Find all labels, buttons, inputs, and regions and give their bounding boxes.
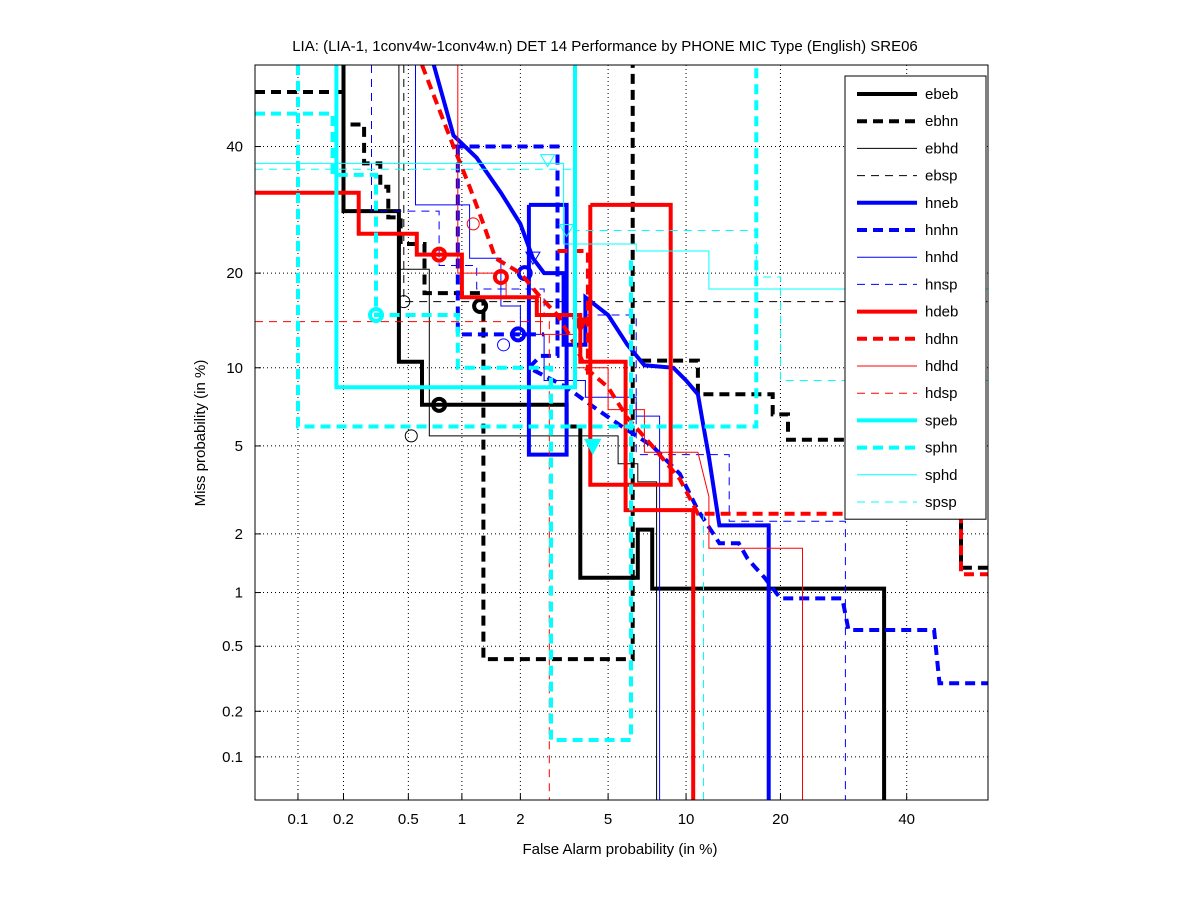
marker-ebsp	[397, 295, 411, 309]
legend-label-ebhd: ebhd	[925, 140, 958, 157]
series-line-hdeb-segment	[588, 202, 673, 487]
y-tick-label: 2	[235, 526, 243, 543]
grid	[255, 65, 988, 800]
x-tick-label: 5	[604, 811, 612, 828]
series-group	[255, 65, 988, 800]
series-line-ebhn	[255, 65, 635, 662]
x-axis-label: False Alarm probability (in %)	[522, 841, 717, 858]
legend-label-hnhn: hnhn	[925, 222, 958, 239]
marker-hdhd	[466, 217, 480, 231]
legend-box	[844, 75, 987, 520]
series-line-hdhn-segment	[557, 249, 590, 381]
series-line-hnhn-segment	[455, 146, 545, 337]
series-line-ebhd	[398, 65, 658, 800]
series-line-hdsp	[255, 321, 550, 800]
legend-label-sphd: sphd	[925, 467, 958, 484]
series-line-ebhn-segment	[641, 358, 988, 570]
legend-label-ebhn: ebhn	[925, 113, 958, 130]
marker-sphn	[368, 307, 385, 324]
legend-label-hdhn: hdhn	[925, 331, 958, 348]
y-tick-label: 0.2	[222, 703, 243, 720]
y-tick-label: 0.5	[222, 638, 243, 655]
legend-label-hdeb: hdeb	[925, 304, 958, 321]
x-tick-label: 20	[772, 811, 789, 828]
marker-hdhn	[492, 268, 509, 285]
marker-speb	[583, 438, 602, 456]
legend-label-ebeb: ebeb	[925, 86, 958, 103]
series-line-spsp	[255, 168, 988, 381]
marker-ebeb	[431, 396, 448, 413]
series-layer	[255, 65, 988, 800]
y-tick-label: 5	[235, 438, 243, 455]
legend: ebeb ebhn ebhd ebsp hneb hnhn hnhd hnsp hdeb hdhn…	[844, 75, 987, 520]
series-line-hneb	[431, 65, 771, 800]
marker-hdeb	[431, 246, 448, 263]
ticks: 0.1 0.2 0.5 1 2 5 10 20 40 0.1 0.2 0.5 1 2 5 10 20 40	[222, 139, 915, 828]
x-tick-label: 2	[516, 811, 524, 828]
legend-label-speb: speb	[925, 412, 958, 429]
x-tick-label: 0.2	[333, 811, 354, 828]
y-tick-label: 40	[226, 139, 243, 156]
marker-ebhn	[472, 297, 489, 314]
marker-ebhd	[404, 429, 418, 443]
series-line-hdeb	[255, 190, 696, 800]
y-tick-label: 20	[226, 265, 243, 282]
legend-label-hneb: hneb	[925, 195, 958, 212]
x-tick-label: 0.1	[288, 811, 309, 828]
y-axis-label: Miss probability (in %)	[192, 360, 209, 507]
legend-label-ebsp: ebsp	[925, 168, 958, 185]
legend-label-hdhd: hdhd	[925, 358, 958, 375]
legend-label-sphn: sphn	[925, 440, 958, 457]
chart-title: LIA: (LIA-1, 1conv4w-1conv4w.n) DET 14 P…	[292, 38, 918, 55]
marker-hnhd	[497, 338, 511, 352]
series-line-hnhd	[415, 65, 661, 800]
x-tick-label: 1	[458, 811, 466, 828]
marker-hnsp	[525, 251, 541, 266]
x-tick-label: 10	[678, 811, 695, 828]
y-tick-label: 1	[235, 585, 243, 602]
series-line-sphd	[255, 162, 988, 290]
series-line-hnhn	[453, 144, 988, 686]
marker-sphd	[539, 154, 556, 168]
series-line-speb	[334, 65, 577, 390]
x-tick-label: 40	[898, 811, 915, 828]
legend-label-spsp: spsp	[925, 494, 957, 511]
y-tick-label: 10	[226, 360, 243, 377]
x-tick-label: 0.5	[398, 811, 419, 828]
series-line-ebeb	[341, 65, 887, 800]
marker-spsp	[558, 223, 575, 238]
series-line-hdhn	[420, 65, 988, 577]
plot-frame	[254, 64, 989, 801]
series-line-hneb-segment	[526, 202, 569, 457]
legend-label-hnhd: hnhd	[925, 249, 958, 266]
legend-label-hdsp: hdsp	[925, 385, 958, 402]
series-line-sphn	[255, 111, 633, 742]
legend-label-hnsp: hnsp	[925, 276, 958, 293]
series-line-hdhd	[457, 65, 803, 800]
y-tick-label: 0.1	[222, 749, 243, 766]
